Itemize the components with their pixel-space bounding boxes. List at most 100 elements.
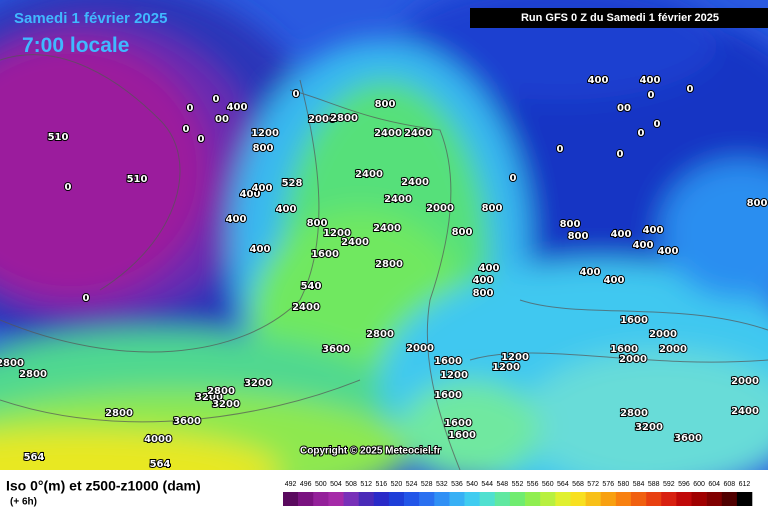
colorbar-label: 592: [663, 481, 675, 488]
colorbar-swatch: [736, 492, 753, 506]
contour-label: 400: [226, 214, 247, 225]
contour-label: 2000: [731, 376, 759, 387]
contour-label: 2400: [373, 223, 401, 234]
colorbar-swatch: [600, 492, 617, 506]
contour-label: 800: [473, 288, 494, 299]
colorbar-label: 548: [497, 481, 509, 488]
colorbar-swatch: [570, 492, 586, 506]
colorbar-label: 520: [391, 481, 403, 488]
colorbar-label: 568: [572, 481, 584, 488]
contour-label: 0: [654, 119, 661, 130]
contour-label: 800: [747, 198, 768, 209]
colorbar-swatch: [646, 492, 662, 506]
contour-label: 2000: [649, 329, 677, 340]
forecast-step: (+ 6h): [10, 497, 37, 508]
contour-label: 564: [24, 452, 45, 463]
contour-label: 1600: [311, 249, 339, 260]
contour-label: 400: [479, 263, 500, 274]
colorbar-label: 560: [542, 481, 554, 488]
contour-label: 2800: [19, 369, 47, 380]
contour-label: 400: [588, 75, 609, 86]
contour-label: 2800: [0, 358, 24, 369]
contour-label: 2400: [374, 128, 402, 139]
colorbar: 492 496 500 504 508 512 516 520 524 528 532 536 540 5…: [283, 481, 753, 506]
colorbar-label: 600: [693, 481, 705, 488]
contour-label: 0: [187, 103, 194, 114]
contour-label: 1200: [440, 370, 468, 381]
contour-label: 2800: [105, 408, 133, 419]
colorbar-label: 504: [330, 481, 342, 488]
contour-label: 400: [633, 240, 654, 251]
contour-label: 0: [213, 94, 220, 105]
contour-label: 2800: [375, 259, 403, 270]
contour-label: 400: [240, 189, 261, 200]
contour-label: 0: [83, 293, 90, 304]
contour-label: 400: [227, 102, 248, 113]
contour-label: 400: [640, 75, 661, 86]
contour-label: 0: [648, 90, 655, 101]
colorbar-swatch: [434, 492, 450, 506]
contour-label: 3600: [173, 416, 201, 427]
colorbar-swatch: [449, 492, 465, 506]
contour-label: 1600: [444, 418, 472, 429]
colorbar-label: 496: [300, 481, 312, 488]
colorbar-swatch: [525, 492, 541, 506]
colorbar-label: 596: [678, 481, 690, 488]
contour-lines: [0, 54, 768, 470]
contour-label: 2000: [426, 203, 454, 214]
contour-label: 3600: [322, 344, 350, 355]
date: Samedi 1 février 2025: [14, 10, 167, 27]
contour-label: 1200: [251, 128, 279, 139]
contour-label: 800: [482, 203, 503, 214]
contour-label: 400: [473, 275, 494, 286]
contour-label: 1600: [448, 430, 476, 441]
contour-label: 510: [48, 132, 69, 143]
colorbar-label: 588: [648, 481, 660, 488]
contour-label: 2000: [308, 114, 336, 125]
contour-label: 528: [282, 178, 303, 189]
run-box: [470, 8, 768, 28]
colorbar-label: 572: [587, 481, 599, 488]
contour-label: 540: [301, 281, 322, 292]
contour-label: 1600: [610, 344, 638, 355]
contour-label: 2400: [292, 302, 320, 313]
contour-label: 2800: [330, 113, 358, 124]
colorbar-swatch: [358, 492, 375, 506]
contour-label: 00: [617, 103, 631, 114]
contour-label: 2400: [401, 177, 429, 188]
contour-label: 2000: [406, 343, 434, 354]
colorbar-swatch: [509, 492, 526, 506]
colorbar-swatch: [298, 492, 314, 506]
colorbar-swatch: [464, 492, 480, 506]
contour-label: 800: [307, 218, 328, 229]
contour-label: 400: [250, 244, 271, 255]
contour-label: 2400: [404, 128, 432, 139]
contour-label: 1200: [492, 362, 520, 373]
colorbar-label: 532: [436, 481, 448, 488]
colorbar-label: 604: [708, 481, 720, 488]
colorbar-label: 500: [315, 481, 327, 488]
contour-label: 400: [658, 246, 679, 257]
colorbar-swatch: [691, 492, 707, 506]
colorbar-label: 524: [406, 481, 418, 488]
contour-label: 400: [643, 225, 664, 236]
contour-label: 3200: [195, 392, 223, 403]
contour-label: 0: [198, 134, 205, 145]
contour-label: 400: [252, 183, 273, 194]
contour-label: 0: [617, 149, 624, 160]
colorbar-label: 544: [481, 481, 493, 488]
colorbar-swatch: [313, 492, 329, 506]
contour-label: 800: [375, 99, 396, 110]
contour-label: 400: [604, 275, 625, 286]
colorbar-label: 580: [618, 481, 630, 488]
contour-label: 2000: [659, 344, 687, 355]
colorbar-label: 508: [345, 481, 357, 488]
contour-label: 2800: [620, 408, 648, 419]
contour-label: 0: [510, 173, 517, 184]
contour-label: 400: [580, 267, 601, 278]
colorbar-label: 528: [421, 481, 433, 488]
colorbar-swatch: [479, 492, 496, 506]
